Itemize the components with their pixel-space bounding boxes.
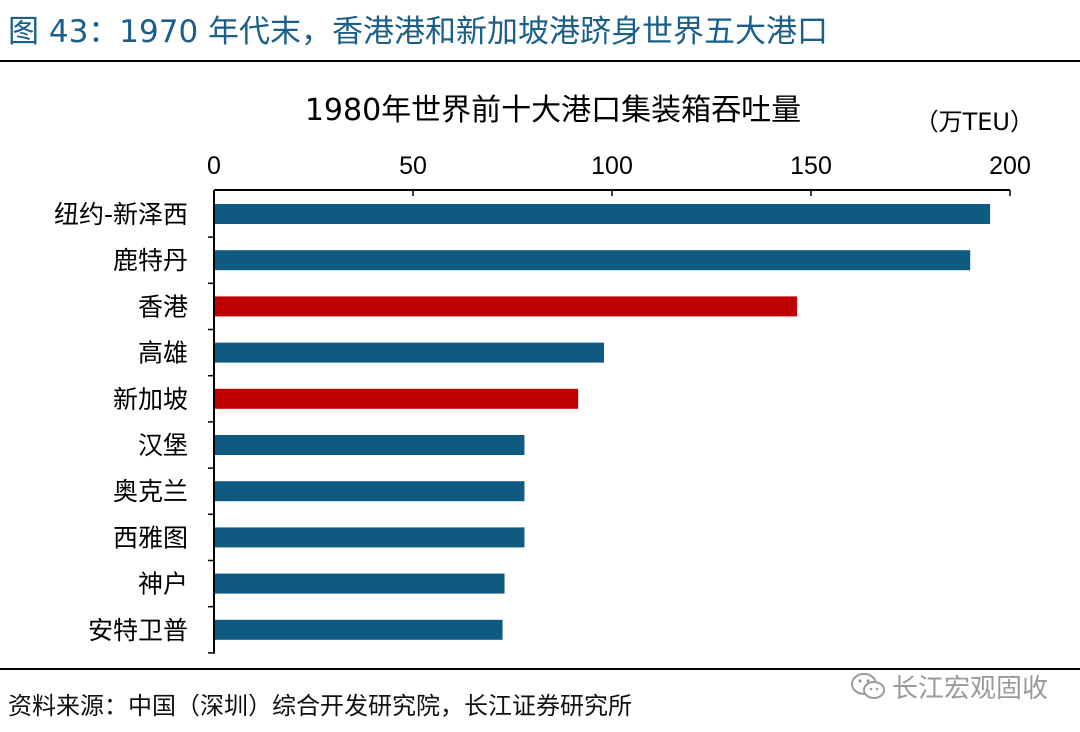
source-note: 资料来源：中国（深圳）综合开发研究院，长江证券研究所 — [8, 692, 632, 720]
x-tick-label: 50 — [399, 152, 427, 180]
bar-10 — [214, 619, 503, 640]
category-label: 高雄 — [138, 339, 188, 368]
bar-8 — [214, 527, 525, 548]
category-label: 汉堡 — [138, 431, 188, 460]
category-label: 西雅图 — [113, 523, 188, 552]
bar-5 — [214, 388, 579, 409]
bar-4 — [214, 342, 605, 363]
category-label: 安特卫普 — [88, 616, 188, 645]
x-tick-label: 150 — [790, 152, 832, 180]
x-tick-label: 100 — [591, 152, 633, 180]
category-label: 纽约-新泽西 — [54, 200, 188, 229]
bar-chart: 1980年世界前十大港口集装箱吞吐量 （万TEU） 0 50 100 150 200 纽… — [54, 93, 1034, 654]
category-label: 新加坡 — [113, 385, 188, 414]
x-tick-label: 0 — [207, 152, 221, 180]
wechat-icon — [850, 672, 885, 699]
bar-7 — [214, 481, 525, 502]
category-label: 香港 — [138, 292, 188, 321]
chart-title: 1980年世界前十大港口集装箱吞吐量 — [305, 93, 801, 128]
x-axis-ticks: 0 50 100 150 200 — [207, 152, 1031, 180]
bar-3 — [214, 296, 798, 317]
watermark: 长江宏观固收 — [850, 668, 1048, 705]
watermark-text: 长江宏观固收 — [891, 674, 1048, 704]
bottom-divider — [0, 668, 1080, 670]
category-label: 神户 — [138, 570, 188, 599]
bar-9 — [214, 573, 505, 594]
axes — [208, 189, 1011, 654]
bar-1 — [214, 204, 991, 224]
bars — [214, 204, 991, 640]
unit-label: （万TEU） — [915, 108, 1034, 136]
category-label: 奥克兰 — [113, 477, 188, 506]
bar-2 — [214, 250, 971, 271]
bar-6 — [214, 435, 525, 455]
x-tick-label: 200 — [989, 152, 1031, 180]
figure-title: 图 43：1970 年代末，香港港和新加坡港跻身世界五大港口 — [8, 14, 829, 50]
category-label: 鹿特丹 — [113, 246, 188, 275]
top-divider — [0, 60, 1080, 62]
